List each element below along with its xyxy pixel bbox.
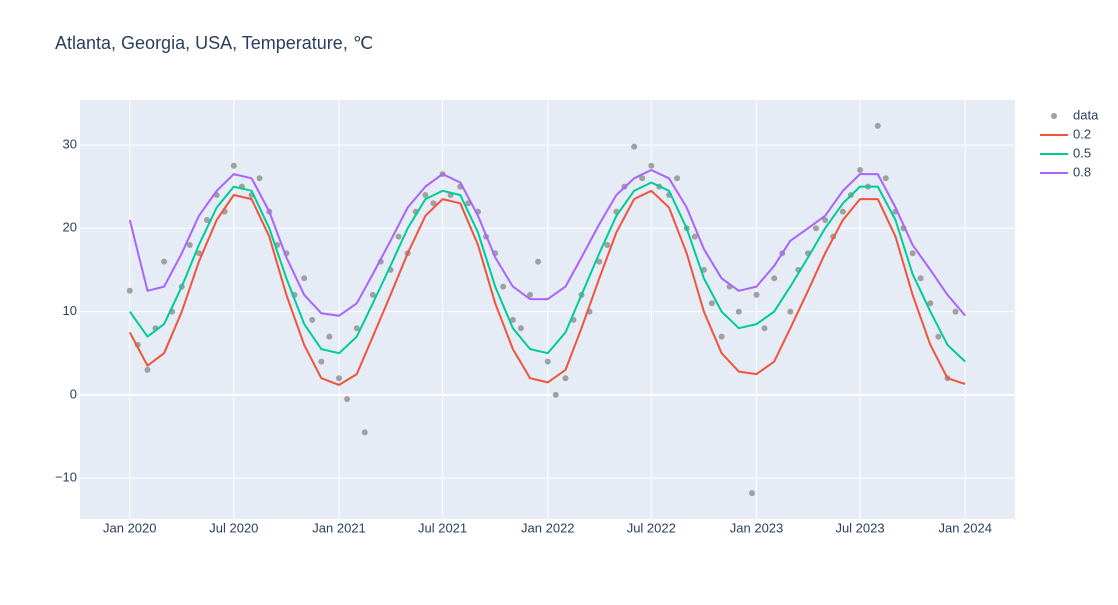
data-point bbox=[395, 233, 402, 240]
data-point bbox=[708, 300, 715, 307]
y-tick-label: −10 bbox=[55, 470, 77, 485]
legend-marker bbox=[1051, 113, 1057, 119]
x-tick-label: Jan 2022 bbox=[521, 520, 575, 535]
data-point bbox=[353, 325, 360, 332]
data-point bbox=[552, 391, 559, 398]
data-point bbox=[161, 258, 168, 265]
data-point bbox=[144, 366, 151, 373]
data-point bbox=[195, 250, 202, 257]
data-point bbox=[309, 316, 316, 323]
data-point bbox=[596, 258, 603, 265]
data-point bbox=[691, 233, 698, 240]
legend-label: 0.5 bbox=[1073, 145, 1091, 160]
data-point bbox=[344, 396, 351, 403]
quantile-line bbox=[128, 181, 966, 363]
data-point bbox=[748, 490, 755, 497]
x-tick-label: Jul 2023 bbox=[835, 520, 884, 535]
y-tick-label: 10 bbox=[63, 303, 77, 318]
data-point bbox=[718, 333, 725, 340]
x-tick-label: Jul 2021 bbox=[418, 520, 467, 535]
data-point bbox=[882, 175, 889, 182]
data-point bbox=[430, 200, 437, 207]
quantile-line bbox=[128, 189, 966, 386]
legend-label: 0.8 bbox=[1073, 164, 1091, 179]
data-point bbox=[361, 429, 368, 436]
data-point bbox=[301, 275, 308, 282]
y-tick-label: 20 bbox=[63, 220, 77, 235]
data-point bbox=[369, 291, 376, 298]
data-point bbox=[917, 275, 924, 282]
data-point bbox=[256, 175, 263, 182]
legend-label: data bbox=[1073, 107, 1099, 122]
data-point bbox=[735, 308, 742, 315]
data-point bbox=[909, 250, 916, 257]
data-point bbox=[544, 358, 551, 365]
data-point bbox=[535, 258, 542, 265]
data-point bbox=[787, 308, 794, 315]
x-tick-label: Jan 2020 bbox=[103, 520, 157, 535]
data-point bbox=[812, 225, 819, 232]
data-point bbox=[509, 316, 516, 323]
data-point bbox=[500, 283, 507, 290]
data-point bbox=[857, 166, 864, 173]
quantile-line bbox=[128, 169, 966, 317]
data-point bbox=[527, 291, 534, 298]
data-point bbox=[517, 325, 524, 332]
data-point bbox=[927, 300, 934, 307]
y-tick-label: 0 bbox=[70, 386, 77, 401]
data-point bbox=[839, 208, 846, 215]
x-tick-label: Jan 2024 bbox=[938, 520, 992, 535]
data-point bbox=[874, 122, 881, 129]
data-point bbox=[230, 162, 237, 169]
data-point bbox=[639, 175, 646, 182]
data-point bbox=[952, 308, 959, 315]
x-tick-label: Jan 2021 bbox=[312, 520, 366, 535]
data-point bbox=[604, 241, 611, 248]
data-point bbox=[186, 241, 193, 248]
data-point bbox=[336, 375, 343, 382]
y-tick-label: 30 bbox=[63, 136, 77, 151]
data-point bbox=[648, 162, 655, 169]
data-point bbox=[935, 333, 942, 340]
legend-label: 0.2 bbox=[1073, 126, 1091, 141]
data-point bbox=[674, 175, 681, 182]
data-point bbox=[761, 325, 768, 332]
data-point bbox=[422, 191, 429, 198]
data-point bbox=[771, 275, 778, 282]
x-tick-label: Jul 2022 bbox=[627, 520, 676, 535]
chart-title: Atlanta, Georgia, USA, Temperature, ℃ bbox=[55, 33, 373, 53]
x-tick-label: Jul 2020 bbox=[209, 520, 258, 535]
data-point bbox=[822, 216, 829, 223]
data-point bbox=[326, 333, 333, 340]
data-point bbox=[318, 358, 325, 365]
data-point bbox=[126, 287, 133, 294]
data-point bbox=[562, 375, 569, 382]
data-point bbox=[203, 216, 210, 223]
x-tick-label: Jan 2023 bbox=[730, 520, 784, 535]
data-point bbox=[753, 291, 760, 298]
data-point bbox=[631, 143, 638, 150]
